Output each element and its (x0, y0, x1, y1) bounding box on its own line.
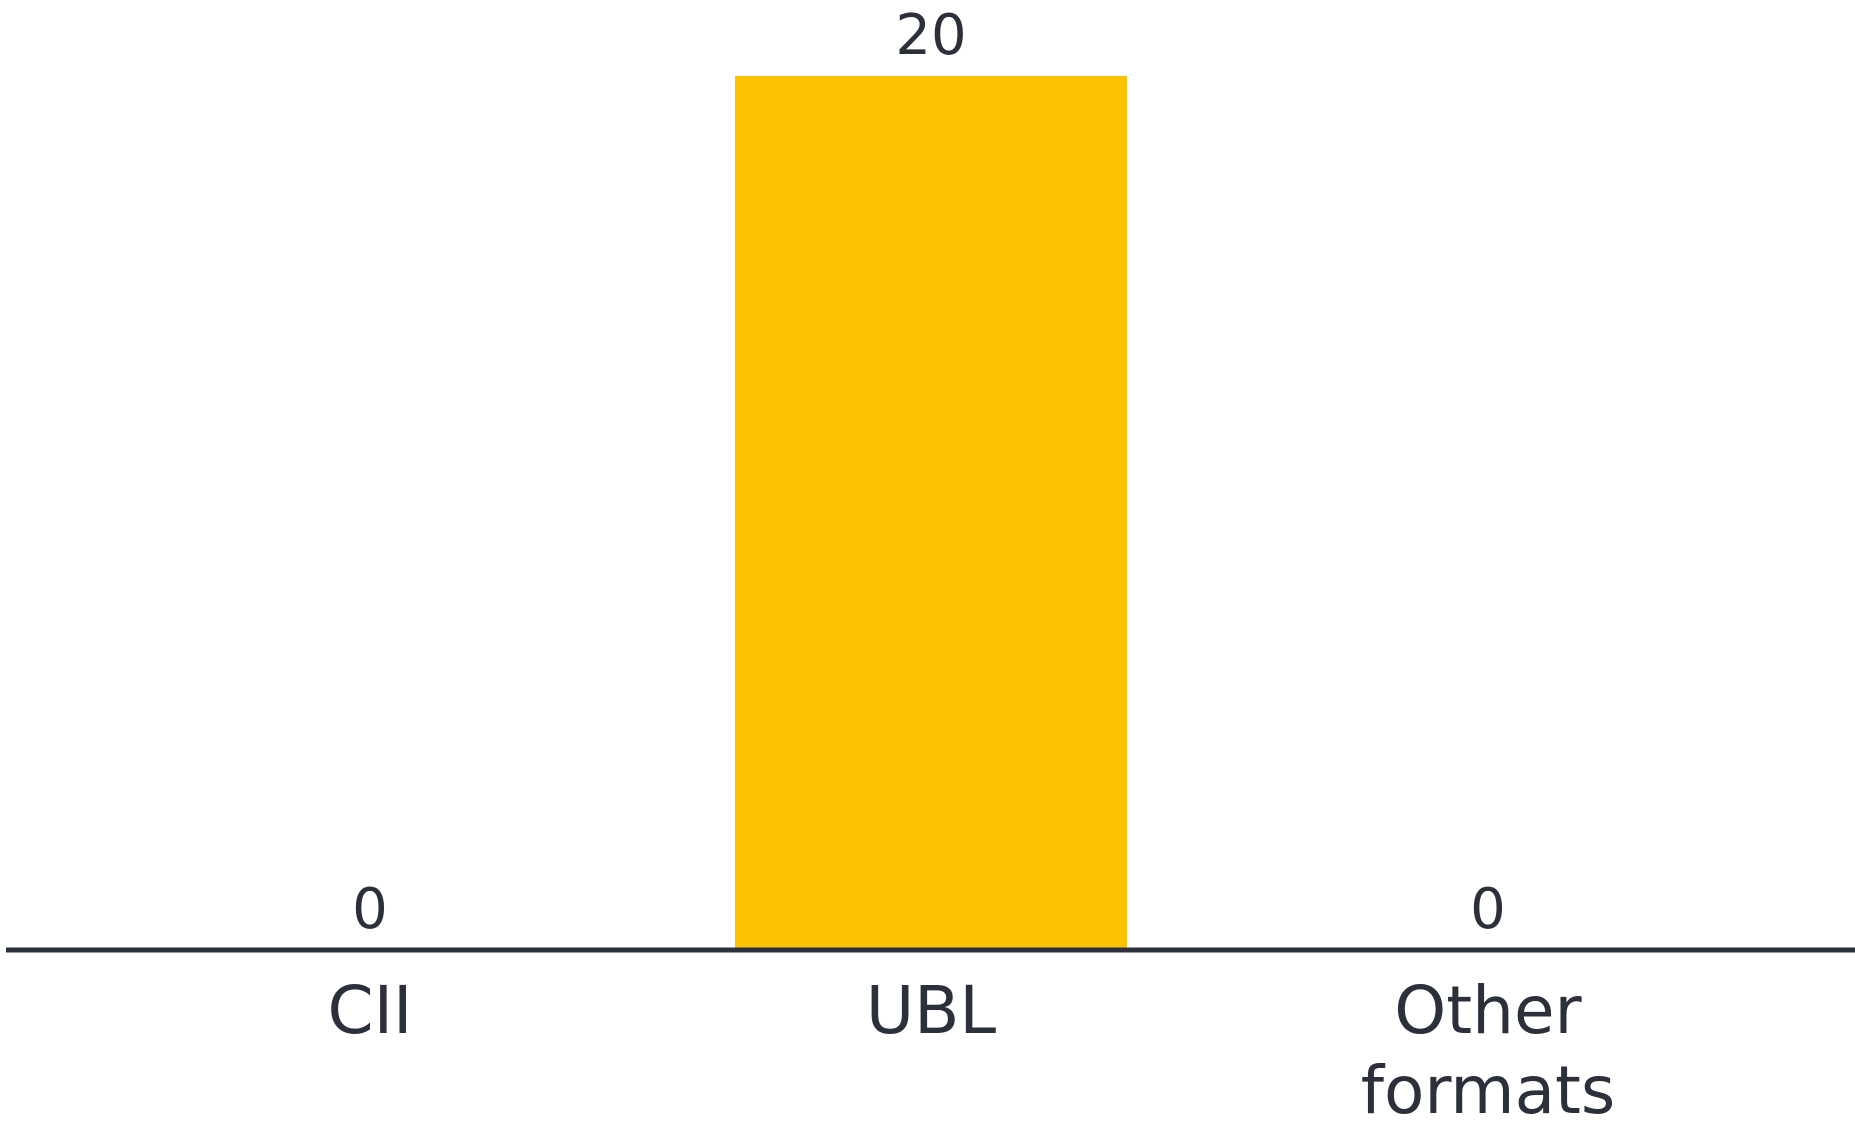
value-label: 0 (352, 877, 388, 942)
bar-ubl (735, 76, 1127, 950)
category-label-line: formats (1361, 1052, 1616, 1127)
value-label: 20 (895, 3, 966, 68)
category-label-line: CII (327, 972, 412, 1049)
category-label: CII (327, 972, 412, 1049)
category-label: Other formats (1361, 972, 1616, 1127)
category-labels-layer: CII UBL Other formats (327, 972, 1615, 1127)
bars-layer (735, 76, 1127, 950)
value-labels-layer: 0 20 0 (352, 3, 1506, 942)
value-label: 0 (1470, 877, 1506, 942)
category-label-line: UBL (866, 972, 997, 1049)
category-label: UBL (866, 972, 997, 1049)
category-label-line: Other (1394, 972, 1582, 1049)
